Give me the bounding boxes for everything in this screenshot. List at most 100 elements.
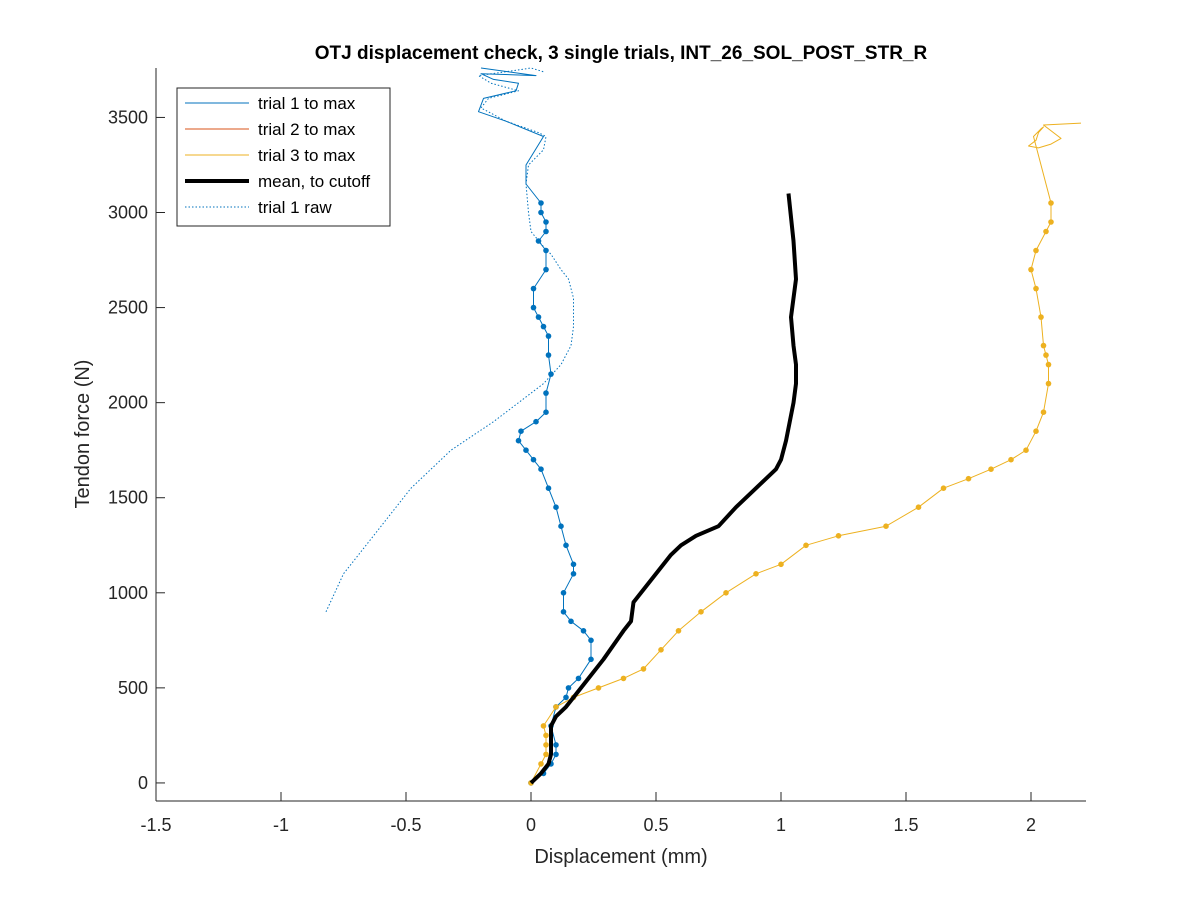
legend-entry-label: trial 1 to max <box>258 94 356 113</box>
data-point <box>640 666 647 672</box>
x-tick-label: 1.5 <box>893 815 918 835</box>
chart-title: OTJ displacement check, 3 single trials,… <box>315 43 928 64</box>
data-point <box>563 542 569 549</box>
data-point <box>533 418 539 425</box>
data-point <box>538 466 544 473</box>
data-point <box>565 685 572 691</box>
data-point <box>883 523 889 529</box>
data-point <box>563 694 569 701</box>
data-point <box>543 266 549 273</box>
series-mean-to-cutoff <box>529 193 798 785</box>
data-point <box>570 561 577 568</box>
x-tick-label: 2 <box>1026 815 1036 835</box>
data-point <box>940 485 947 492</box>
data-point <box>523 447 529 454</box>
y-axis-label: Tendon force (N) <box>72 360 94 509</box>
x-tick-label: -1.5 <box>140 815 171 835</box>
data-point <box>803 542 809 549</box>
data-point <box>518 428 524 435</box>
data-point <box>543 247 549 254</box>
y-tick-label: 2000 <box>108 393 148 413</box>
y-tick-label: 3000 <box>108 203 148 223</box>
legend-entry-label: trial 3 to max <box>258 146 356 165</box>
y-tick-label: 0 <box>138 773 148 793</box>
data-point <box>530 304 537 311</box>
data-point <box>543 751 549 758</box>
data-point <box>558 523 564 529</box>
x-tick-label: 0 <box>526 815 536 835</box>
data-point <box>560 590 567 596</box>
data-point <box>588 656 594 663</box>
data-point <box>553 751 559 758</box>
data-point <box>1033 428 1039 435</box>
axes-layer: -1.5 -1 -0.5 0 0.5 1 1.5 2 0 500 1000 1500 2000 2500 3… <box>108 68 1086 835</box>
data-point <box>545 485 552 492</box>
data-point <box>540 323 547 330</box>
data-point <box>568 618 574 625</box>
data-point <box>1023 447 1029 454</box>
data-point <box>723 590 729 596</box>
data-point <box>545 352 552 358</box>
data-point <box>1043 352 1049 358</box>
x-tick-label: -0.5 <box>390 815 421 835</box>
data-point <box>570 571 577 577</box>
data-point <box>1028 266 1034 273</box>
legend-entry-label: trial 2 to max <box>258 120 356 139</box>
data-point <box>543 228 549 235</box>
data-point <box>698 609 704 615</box>
data-point <box>530 285 537 292</box>
legend[interactable]: trial 1 to max trial 2 to max trial 3 to m… <box>176 87 391 227</box>
data-point <box>548 371 554 377</box>
series-line <box>478 67 592 784</box>
data-point <box>1048 200 1054 206</box>
data-point <box>620 675 627 682</box>
data-point <box>835 533 842 539</box>
data-point <box>538 209 544 216</box>
data-point <box>965 475 972 482</box>
x-tick-label: 0.5 <box>643 815 668 835</box>
data-point <box>580 628 587 634</box>
data-point <box>543 390 549 396</box>
y-tick-label: 1500 <box>108 488 148 508</box>
data-point <box>553 742 559 748</box>
data-point <box>588 637 594 644</box>
data-point <box>535 314 542 320</box>
series-layer <box>325 67 1082 786</box>
data-point <box>515 437 522 444</box>
y-tick-label: 500 <box>118 678 148 698</box>
data-point <box>778 561 784 568</box>
data-point <box>540 723 547 729</box>
data-point <box>543 742 549 748</box>
legend-entry-label: mean, to cutoff <box>258 172 370 191</box>
y-tick-label: 3500 <box>108 107 148 127</box>
x-tick-label: -1 <box>273 815 289 835</box>
data-point <box>575 675 582 682</box>
data-point <box>1033 247 1039 254</box>
data-point <box>1045 380 1052 387</box>
legend-box <box>176 87 391 227</box>
y-tick-label: 2500 <box>108 298 148 318</box>
data-point <box>543 409 549 416</box>
data-point <box>545 333 552 339</box>
data-point <box>553 504 559 511</box>
data-point <box>543 219 549 225</box>
x-axis-label: Displacement (mm) <box>534 846 707 868</box>
series-line <box>529 193 798 785</box>
y-tick-label: 1000 <box>108 583 148 603</box>
data-point <box>538 761 544 767</box>
data-point <box>538 200 544 206</box>
data-point <box>553 704 559 710</box>
data-point <box>675 628 682 634</box>
data-point <box>658 647 664 653</box>
data-point <box>1040 342 1047 349</box>
legend-entry-label: trial 1 raw <box>258 198 332 217</box>
data-point <box>1033 285 1039 292</box>
series-trial-3-to-max <box>528 122 1082 786</box>
data-point <box>1045 361 1052 368</box>
x-tick-label: 1 <box>776 815 786 835</box>
data-point <box>1048 219 1054 225</box>
data-point <box>1043 228 1049 235</box>
data-point <box>530 456 537 463</box>
